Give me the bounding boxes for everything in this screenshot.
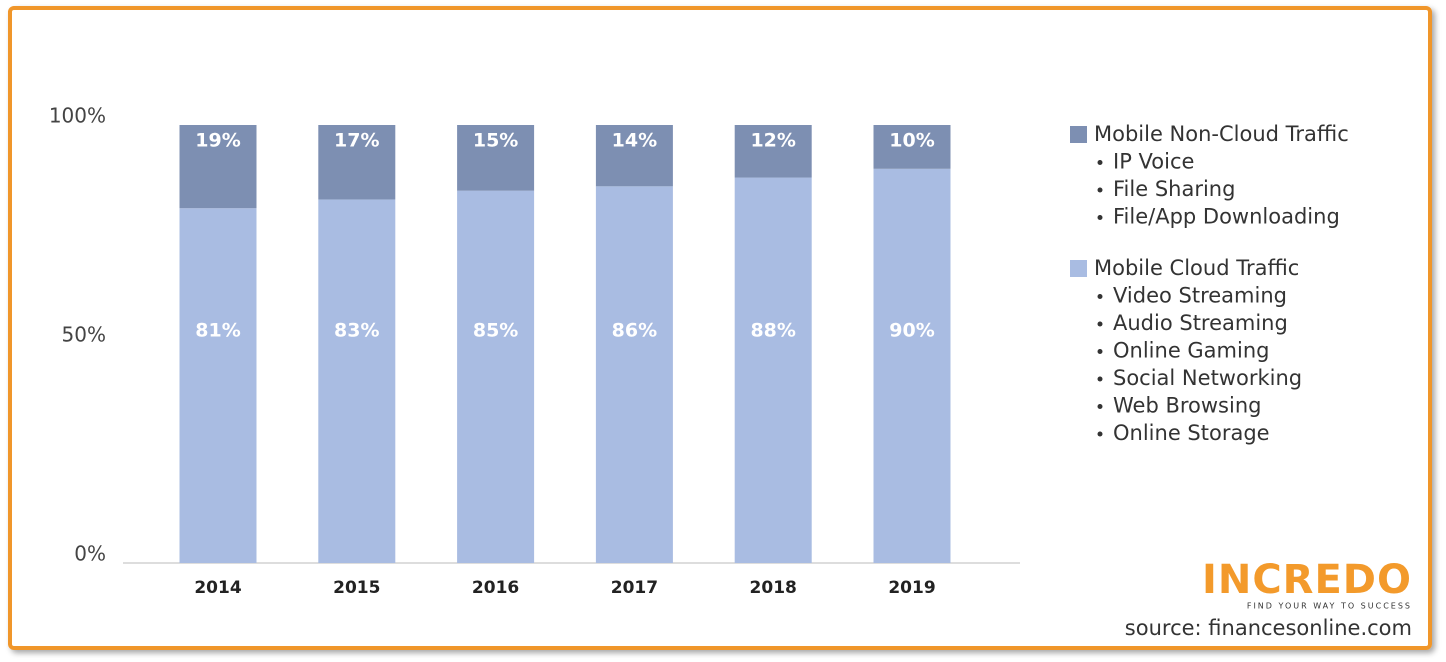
legend-bullet xyxy=(1097,215,1103,220)
legend-bullet xyxy=(1097,376,1103,382)
value-label: 12% xyxy=(750,130,795,152)
bar-segment xyxy=(873,125,951,169)
legend-item: Video Streaming xyxy=(1113,284,1287,308)
y-tick-label: 100% xyxy=(49,104,106,128)
legend-swatch xyxy=(1070,260,1087,277)
value-label: 15% xyxy=(473,130,518,152)
x-tick-label: 2015 xyxy=(333,578,380,598)
bar-segment xyxy=(318,125,396,200)
value-label: 88% xyxy=(750,320,795,342)
value-label: 85% xyxy=(473,320,518,342)
value-label: 81% xyxy=(195,320,240,342)
legend-bullet xyxy=(1097,187,1103,193)
legend-bullet xyxy=(1097,404,1103,409)
legend-item: Web Browsing xyxy=(1113,394,1261,418)
legend-swatch xyxy=(1070,126,1087,143)
y-tick-label: 0% xyxy=(74,542,106,566)
logo: INCREDO xyxy=(1202,557,1412,603)
legend-item: Online Gaming xyxy=(1113,339,1270,363)
x-tick-label: 2018 xyxy=(750,578,797,598)
bar-segment xyxy=(734,125,812,178)
bar-segment xyxy=(595,186,673,563)
legend-item: File/App Downloading xyxy=(1113,205,1340,229)
source: source: financesonline.com xyxy=(1125,616,1412,640)
bar-segment xyxy=(179,208,257,563)
legend-item: Social Networking xyxy=(1113,366,1302,390)
bar-segment xyxy=(595,125,673,187)
x-tick-label: 2017 xyxy=(611,578,658,598)
legend-item: Audio Streaming xyxy=(1113,311,1288,335)
legend-bullet xyxy=(1097,321,1103,327)
bar-segment xyxy=(457,190,535,563)
value-label: 10% xyxy=(889,130,934,152)
legend-bullet xyxy=(1097,160,1103,165)
legend-bullet xyxy=(1097,431,1103,437)
value-label: 17% xyxy=(334,130,379,152)
legend-bullet xyxy=(1097,294,1103,299)
value-label: 86% xyxy=(612,320,657,342)
x-tick-label: 2016 xyxy=(472,578,519,598)
tagline: FIND YOUR WAY TO SUCCESS xyxy=(1247,602,1412,611)
x-tick-label: 2014 xyxy=(194,578,241,598)
bar-segment xyxy=(318,199,396,563)
value-label: 90% xyxy=(889,320,934,342)
bar-segment xyxy=(734,177,812,563)
value-label: 83% xyxy=(334,320,379,342)
bar-segment xyxy=(873,168,951,564)
value-label: 19% xyxy=(195,130,240,152)
legend-bullet xyxy=(1097,349,1103,354)
value-label: 14% xyxy=(612,130,657,152)
legend-item: Online Storage xyxy=(1113,421,1270,445)
legend-label: Mobile Cloud Traffic xyxy=(1094,256,1299,280)
y-tick-label: 50% xyxy=(62,323,106,347)
bar-segment xyxy=(457,125,535,191)
x-tick-label: 2019 xyxy=(888,578,935,598)
legend-item: IP Voice xyxy=(1113,150,1194,174)
legend-item: File Sharing xyxy=(1113,177,1235,201)
bar-segment xyxy=(179,125,257,209)
legend-label: Mobile Non-Cloud Traffic xyxy=(1094,122,1349,146)
